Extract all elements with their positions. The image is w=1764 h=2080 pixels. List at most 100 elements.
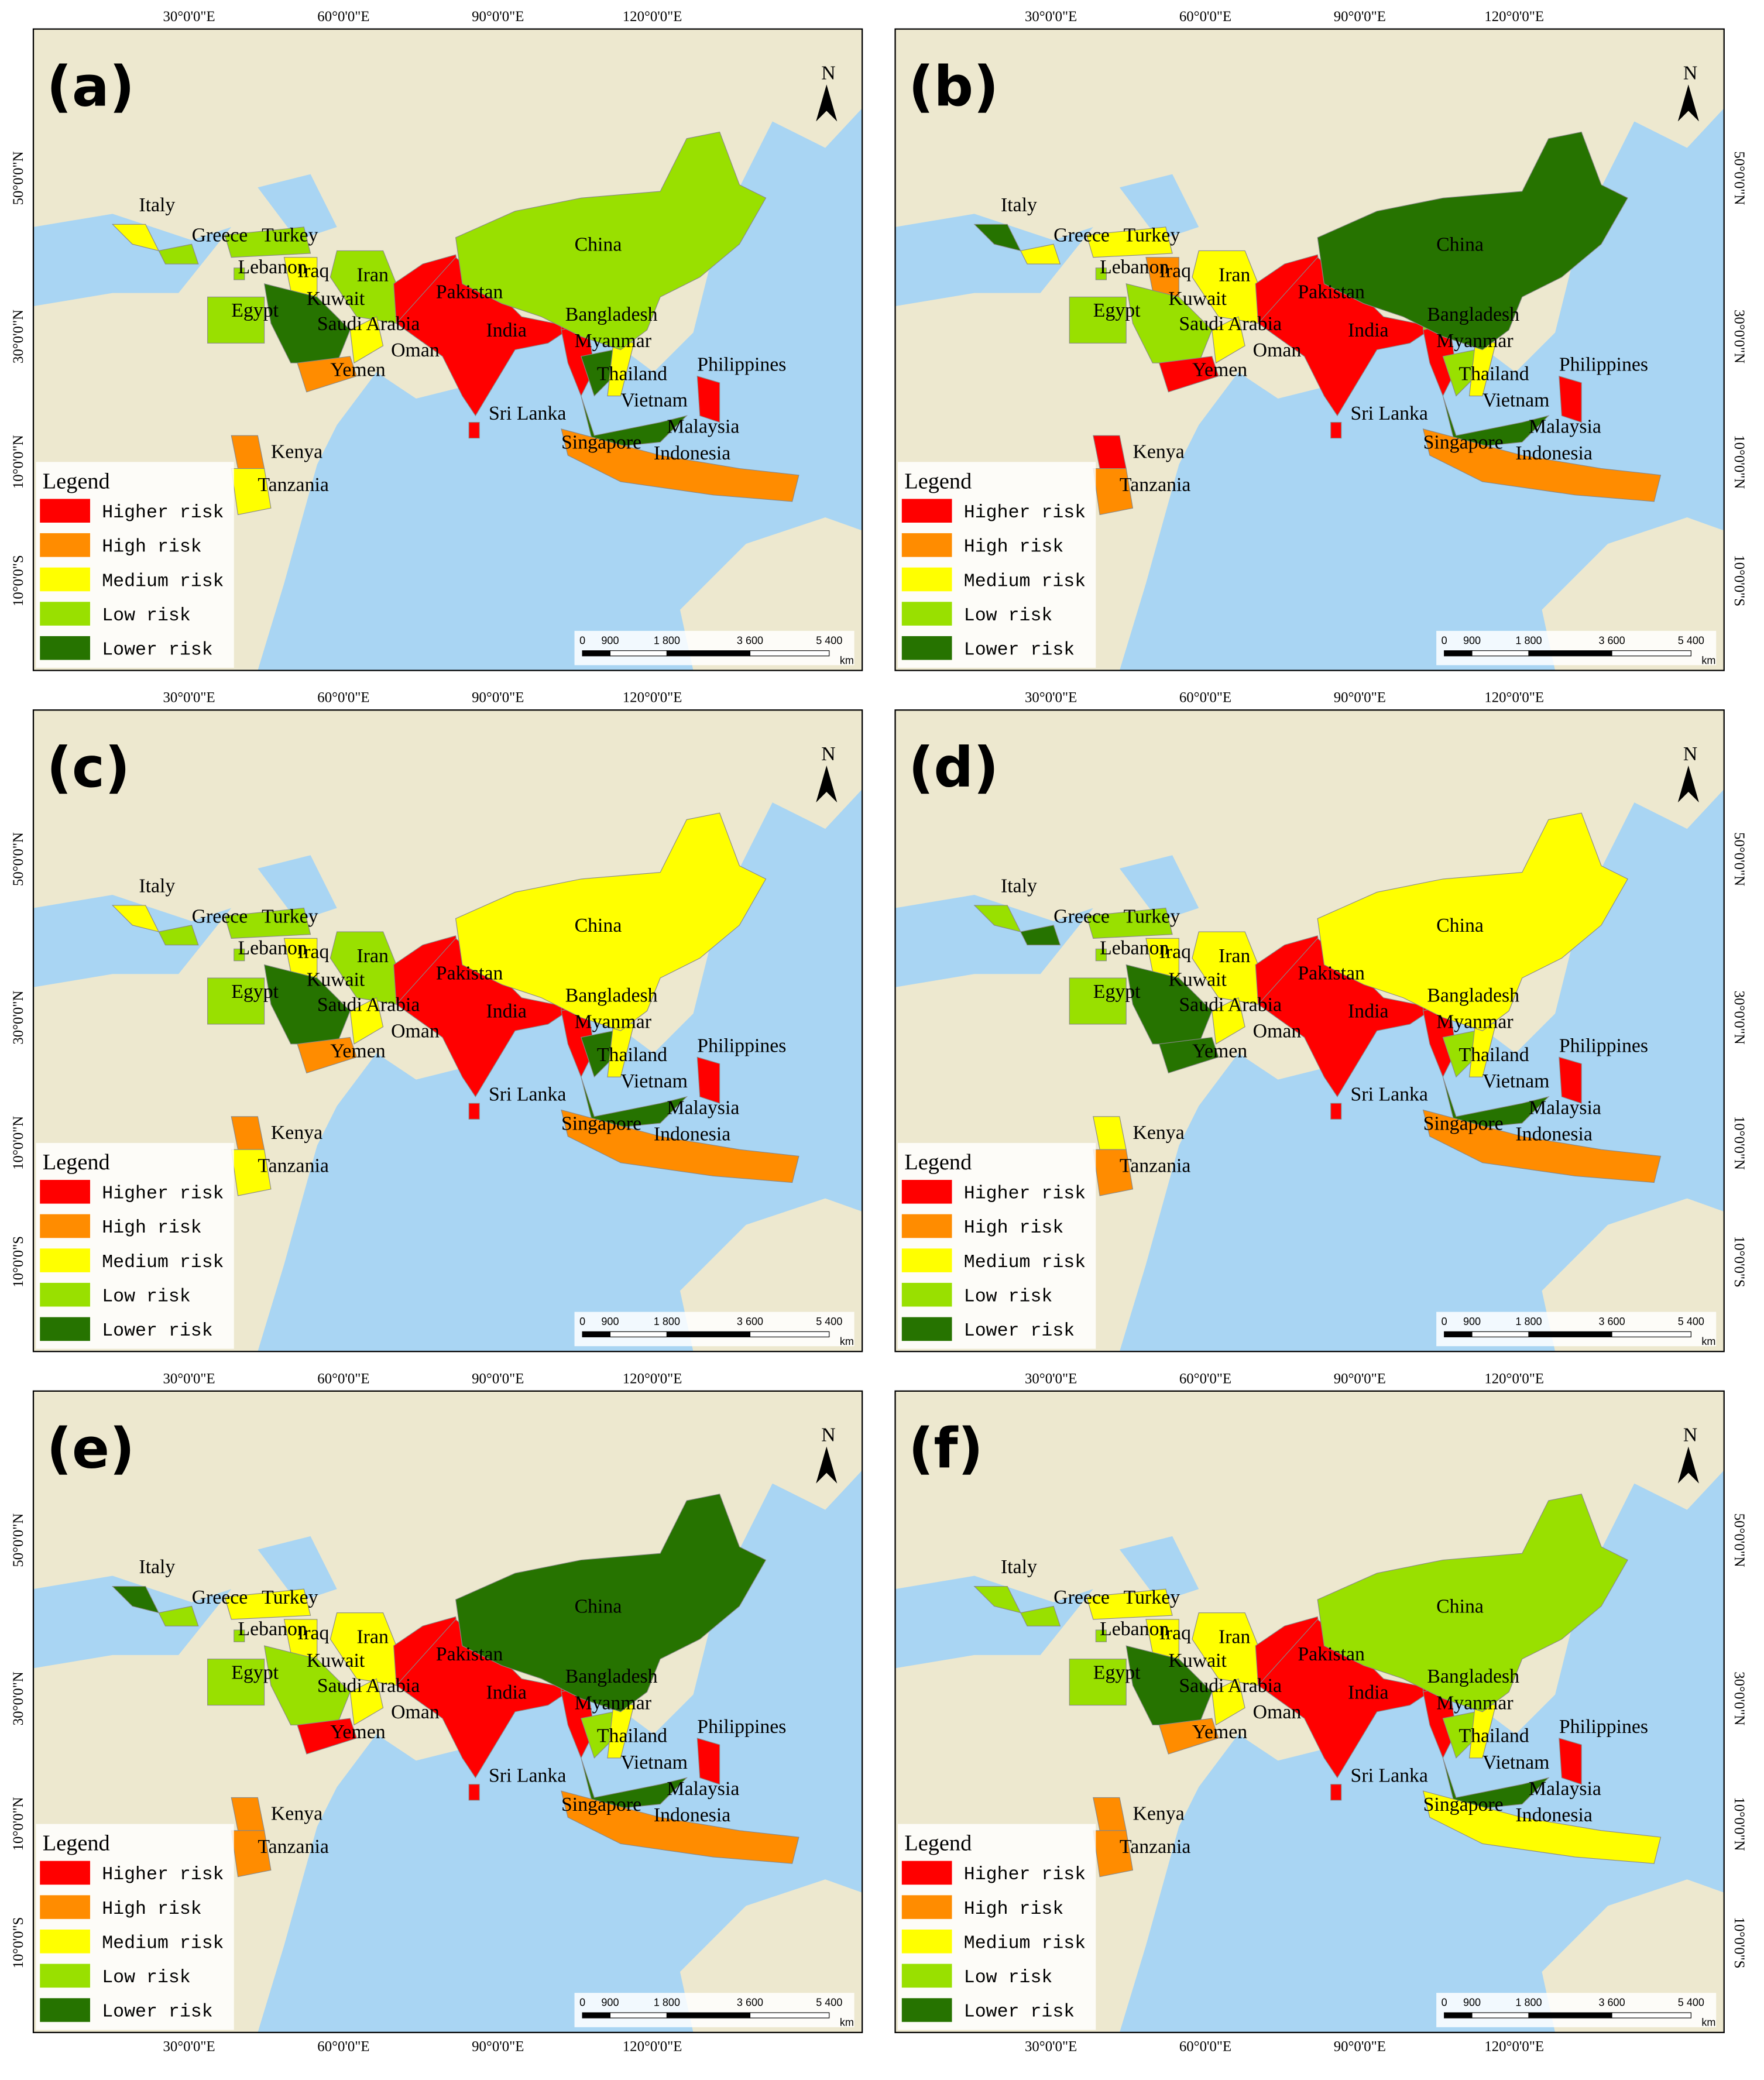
lat-tick-label: 10°0'0"N	[1731, 1116, 1747, 1170]
country-label: Bangladesh	[565, 985, 658, 1007]
legend-swatch	[901, 1861, 952, 1885]
country-shape	[158, 1605, 199, 1626]
lat-tick-label: 10°0'0"S	[11, 555, 26, 606]
country-label: Kenya	[271, 1122, 322, 1144]
country-label: Turkey	[1124, 1587, 1180, 1608]
legend-label: Low risk	[964, 606, 1053, 626]
country-label: Indonesia	[654, 442, 730, 464]
scale-bar-label: 900	[601, 1316, 619, 1327]
lon-tick-label: 60°0'0"E	[317, 9, 369, 25]
scale-bar-label: 900	[1463, 1997, 1481, 2009]
country-label: India	[486, 1681, 526, 1703]
scale-bar-label: 900	[1463, 1316, 1481, 1327]
legend-title: Legend	[43, 1831, 110, 1856]
country-label: Lebanon	[238, 937, 307, 959]
country-label: China	[575, 915, 622, 936]
country-label: Turkey	[262, 1587, 318, 1608]
legend-label: Higher risk	[964, 503, 1086, 523]
panel-label: (e)	[47, 1417, 135, 1481]
legend-label: Medium risk	[102, 571, 224, 592]
country-shape	[224, 1588, 311, 1620]
country-shape	[1093, 1830, 1134, 1878]
lat-tick-label: 50°0'0"N	[1731, 832, 1747, 886]
country-label: Egypt	[231, 1662, 279, 1683]
country-shape	[297, 1036, 358, 1074]
country-label: Lebanon	[238, 1618, 307, 1640]
legend-label: Lower risk	[964, 640, 1075, 661]
lon-tick-label: 60°0'0"E	[1179, 1371, 1231, 1386]
scale-bar-label: km	[840, 654, 854, 666]
scale-bar-seg	[1611, 650, 1691, 657]
scale-bar-seg	[1471, 1331, 1529, 1337]
country-label: Thailand	[597, 363, 667, 385]
lat-tick-label: 10°0'0"S	[1731, 1236, 1747, 1288]
lon-tick-label: 90°0'0"E	[472, 690, 524, 706]
lat-tick-label: 50°0'0"N	[11, 832, 26, 886]
legend-swatch	[40, 1248, 90, 1272]
country-label: Yemen	[1192, 1040, 1247, 1062]
country-label: Bangladesh	[1427, 985, 1519, 1007]
country-label: Kuwait	[307, 1650, 365, 1671]
scale-bar-label: 5 400	[1678, 1316, 1704, 1327]
country-shape	[1020, 243, 1061, 265]
north-arrow	[1677, 1446, 1699, 1484]
country-label: Kenya	[271, 1803, 322, 1825]
country-shape	[1212, 316, 1245, 364]
country-label: Pakistan	[436, 1643, 503, 1665]
country-shape	[561, 428, 799, 502]
scale-bar-seg	[749, 650, 830, 657]
scale-bar-seg	[666, 650, 751, 657]
legend-swatch	[901, 1929, 952, 1954]
country-shape	[1317, 1494, 1628, 1712]
lon-tick-label: 120°0'0"E	[623, 690, 682, 706]
country-shape	[207, 296, 265, 344]
country-label: Indonesia	[1515, 1804, 1592, 1826]
scale-bar-label: 5 400	[1678, 1997, 1704, 2009]
legend-swatch	[40, 1861, 90, 1885]
country-shape	[468, 422, 480, 439]
country-label: Saudi Arabia	[317, 994, 420, 1015]
lat-tick-label: 30°0'0"N	[1731, 1671, 1747, 1725]
legend-swatch	[901, 636, 952, 660]
country-label: Sri Lanka	[489, 1765, 566, 1786]
country-label: Tanzania	[258, 474, 329, 496]
country-label: Turkey	[262, 225, 318, 246]
scale-bar-seg	[1471, 2012, 1529, 2019]
country-label: Greece	[1053, 1587, 1110, 1608]
lon-tick-label: 60°0'0"E	[1179, 2038, 1231, 2054]
legend-title: Legend	[904, 469, 972, 493]
scale-bar-label: 5 400	[816, 1997, 842, 2009]
country-label: Yemen	[1192, 359, 1247, 381]
country-label: Thailand	[1458, 1725, 1529, 1747]
north-label: N	[1683, 62, 1697, 84]
legend-title: Legend	[904, 1150, 972, 1175]
scale-bar-label: 1 800	[654, 634, 680, 646]
country-label: Greece	[192, 1587, 248, 1608]
scale-bar-label: km	[840, 1336, 854, 1347]
lat-tick-label: 10°0'0"N	[1731, 1797, 1747, 1851]
legend-label: Medium risk	[102, 1933, 224, 1954]
legend-swatch	[901, 1998, 952, 2022]
legend-swatch	[40, 1998, 90, 2022]
legend-label: Lower risk	[102, 2002, 212, 2023]
legend-swatch	[40, 1895, 90, 1919]
legend-swatch	[40, 602, 90, 626]
country-label: Philippines	[1559, 354, 1648, 376]
country-shape	[1069, 296, 1127, 344]
legend-label: Lower risk	[964, 2002, 1075, 2023]
north-arrow	[1677, 84, 1699, 122]
country-label: Sri Lanka	[1351, 1084, 1428, 1106]
scale-bar-seg	[749, 1331, 830, 1337]
country-shape	[1095, 948, 1107, 962]
scale-bar-seg	[609, 1331, 667, 1337]
country-label: Kuwait	[1168, 1650, 1227, 1671]
scale-bar-label: 0	[1442, 634, 1447, 646]
lat-tick-label: 10°0'0"S	[1731, 1917, 1747, 1969]
scale-bar-label: 3 600	[1598, 1997, 1625, 2009]
legend-label: Higher risk	[102, 503, 224, 523]
country-label: Singapore	[561, 1794, 641, 1815]
country-label: Myanmar	[1436, 330, 1513, 352]
country-label: Turkey	[1124, 225, 1180, 246]
north-arrow	[1677, 765, 1699, 803]
